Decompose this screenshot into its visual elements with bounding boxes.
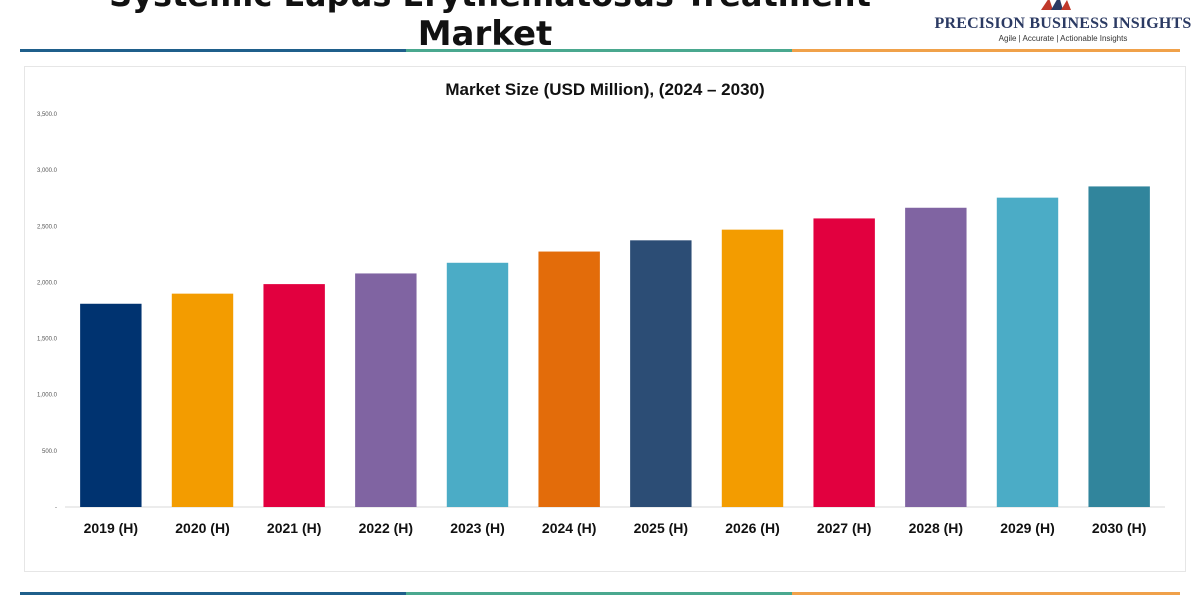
y-tick-label: 3,500.0 [37,112,58,118]
bar-chart: Market Size (USD Million), (2024 – 2030)… [37,80,1165,536]
x-tick-label: 2019 (H) [84,520,138,536]
bar [630,240,692,508]
x-tick-label: 2030 (H) [1092,520,1146,536]
bar [538,251,600,507]
x-tick-label: 2024 (H) [542,520,596,536]
bar [446,262,509,507]
x-tick-label: 2022 (H) [359,520,413,536]
page-title-line1: Systemic Lupus Erythematosus Treatment [90,0,890,12]
y-tick-label: 1,500.0 [37,337,58,343]
bar [721,229,784,507]
x-tick-label: 2029 (H) [1000,520,1054,536]
y-tick-label: 1,000.0 [37,393,58,399]
y-tick-label: 500.0 [42,449,58,455]
y-tick-label: - [55,505,57,511]
bar [171,293,234,507]
x-tick-label: 2027 (H) [817,520,871,536]
y-tick-label: 3,000.0 [37,168,58,174]
bar [355,273,417,507]
bar [996,197,1059,507]
page-title-line2: Market [417,14,553,54]
x-tick-label: 2026 (H) [725,520,779,536]
header-rule-green [406,49,792,52]
bar [813,218,875,507]
x-tick-label: 2028 (H) [909,520,963,536]
x-tick-label: 2023 (H) [450,520,504,536]
footer-rule-green [406,592,792,595]
brand-name: PRECISION BUSINESS INSIGHTS [934,15,1192,32]
bar [263,284,325,507]
chart-title: Market Size (USD Million), (2024 – 2030) [445,80,764,99]
y-tick-label: 2,000.0 [37,280,58,286]
chart-panel: Market Size (USD Million), (2024 – 2030)… [24,66,1186,572]
x-tick-label: 2020 (H) [175,520,229,536]
footer-rule-blue [20,592,406,595]
bar [80,303,142,507]
brand-mark-icon [1041,0,1071,10]
header-rule-blue [20,49,406,52]
x-tick-label: 2021 (H) [267,520,321,536]
brand-tagline: Agile | Accurate | Actionable Insights [998,34,1128,43]
bar [905,207,967,507]
footer-rule-orange [792,592,1180,595]
bar [1088,186,1150,507]
y-tick-label: 2,500.0 [37,224,58,230]
header-rule-orange [792,49,1180,52]
brand-logo: PRECISION BUSINESS INSIGHTS Agile | Accu… [920,0,1200,52]
x-tick-label: 2025 (H) [634,520,688,536]
